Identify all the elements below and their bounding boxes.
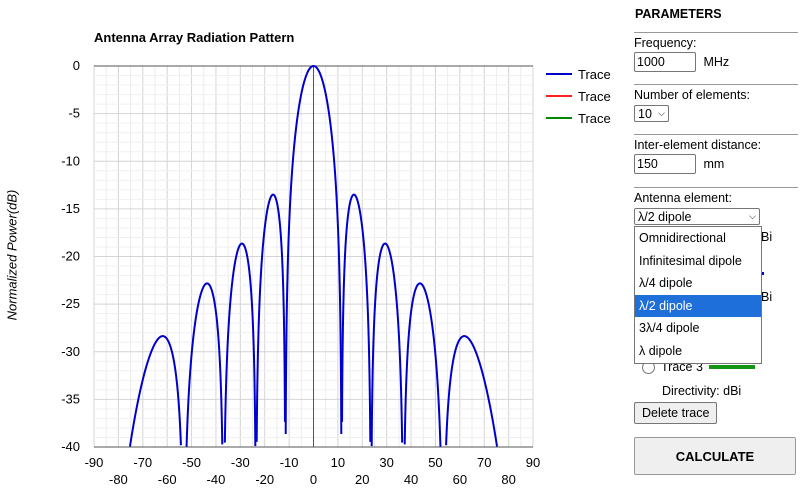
y-tick-label: -10 — [61, 153, 80, 168]
elements-label: Number of elements: — [634, 88, 751, 102]
trace-1-line — [341, 193, 372, 442]
chevron-down-icon: ⌵ — [658, 108, 665, 118]
antenna-option[interactable]: 3λ/4 dipole — [639, 321, 700, 336]
directivity-unit-partial-2: Bi — [761, 290, 773, 304]
x-tick-label: -60 — [158, 472, 177, 487]
x-tick-label: -80 — [109, 472, 128, 487]
antenna-option[interactable]: λ dipole — [639, 343, 683, 358]
antenna-group: Antenna element: λ/2 dipole ⌵ — [634, 187, 798, 225]
trace-1-line — [284, 65, 343, 435]
trace3-swatch — [708, 365, 755, 369]
x-tick-label: 90 — [526, 455, 540, 470]
antenna-options-list: Omnidirectional Infinitesimal dipole λ/4 d… — [634, 226, 762, 364]
elements-select-value: 10 — [638, 106, 652, 121]
elements-group: Number of elements: 10 ⌵ — [634, 84, 798, 122]
x-tick-label: 0 — [310, 472, 317, 487]
parameters-panel: PARAMETERS Frequency: MHz Number of elem… — [634, 0, 800, 490]
radiation-pattern-plot: 0 -5 -10 -15 -20 -25 -30 -35 -40 -90 -70 -50 -30 -10 1… — [61, 58, 540, 487]
trace-1-line — [403, 282, 442, 447]
x-tick-label: 30 — [379, 455, 393, 470]
directivity-label: Directivity: dBi — [662, 384, 742, 398]
x-tick-label: -70 — [133, 455, 152, 470]
trace-1-line — [223, 242, 257, 447]
x-tick-label: 20 — [355, 472, 369, 487]
trace-1-line — [255, 193, 286, 442]
elements-select[interactable]: 10 ⌵ — [634, 105, 669, 122]
x-tick-label: 60 — [453, 472, 467, 487]
y-tick-label: -15 — [61, 201, 80, 216]
legend-label: Trace — [578, 88, 611, 104]
antenna-select-value: λ/2 dipole — [638, 209, 692, 224]
x-tick-label: 50 — [428, 455, 442, 470]
calculate-button[interactable]: CALCULATE — [634, 437, 796, 475]
trace-1-line — [128, 335, 182, 447]
distance-unit: mm — [703, 157, 725, 171]
frequency-group: Frequency: MHz — [634, 32, 798, 72]
antenna-option[interactable]: λ/4 dipole — [639, 276, 693, 291]
frequency-unit: MHz — [703, 55, 730, 69]
legend-swatch — [546, 95, 572, 97]
y-tick-label: -5 — [68, 106, 80, 121]
trace-1-line — [370, 242, 404, 447]
y-tick-label: -35 — [61, 391, 80, 406]
distance-group: Inter-element distance: mm — [634, 134, 798, 174]
x-tick-label: -10 — [280, 455, 299, 470]
distance-input[interactable] — [634, 154, 696, 174]
legend-item: Trace — [546, 85, 611, 107]
chart-area: Antenna Array Radiation Pattern Normaliz… — [5, 30, 611, 487]
chart-legend: Trace Trace Trace — [546, 63, 611, 129]
frequency-input[interactable] — [634, 52, 696, 72]
y-tick-label: -30 — [61, 344, 80, 359]
y-tick-label: -25 — [61, 296, 80, 311]
y-tick-label: -20 — [61, 249, 80, 264]
antenna-option[interactable]: λ/2 dipole — [635, 294, 761, 318]
x-tick-label: 80 — [501, 472, 515, 487]
x-tick-label: -90 — [85, 455, 104, 470]
x-tick-label: 70 — [477, 455, 491, 470]
legend-label: Trace — [578, 110, 611, 126]
frequency-label: Frequency: — [634, 36, 697, 50]
x-tick-label: -20 — [255, 472, 274, 487]
panel-title: PARAMETERS — [635, 7, 722, 21]
antenna-label: Antenna element: — [634, 191, 732, 205]
chart-title: Antenna Array Radiation Pattern — [94, 30, 295, 45]
antenna-select[interactable]: λ/2 dipole ⌵ — [634, 208, 760, 225]
x-tick-label: -40 — [207, 472, 226, 487]
x-tick-label: 40 — [404, 472, 418, 487]
x-tick-label: 10 — [331, 455, 345, 470]
legend-label: Trace — [578, 66, 611, 82]
x-tick-label: -30 — [231, 455, 250, 470]
y-tick-label: 0 — [73, 58, 80, 73]
legend-item: Trace — [546, 63, 611, 85]
legend-swatch — [546, 117, 572, 119]
trace-1-line — [185, 282, 224, 447]
delete-trace-button[interactable]: Delete trace — [634, 402, 718, 424]
trace-1-line — [445, 335, 499, 447]
antenna-option[interactable]: Omnidirectional — [639, 231, 726, 245]
chevron-down-icon: ⌵ — [749, 211, 756, 221]
directivity-unit-partial-1: Bi — [761, 230, 773, 244]
trace1-swatch-partial — [760, 272, 764, 275]
antenna-option[interactable]: Infinitesimal dipole — [639, 253, 742, 268]
legend-item: Trace — [546, 107, 611, 129]
x-tick-label: -50 — [182, 455, 201, 470]
legend-swatch — [546, 73, 572, 75]
y-tick-label: -40 — [61, 439, 80, 454]
distance-label: Inter-element distance: — [634, 138, 762, 152]
